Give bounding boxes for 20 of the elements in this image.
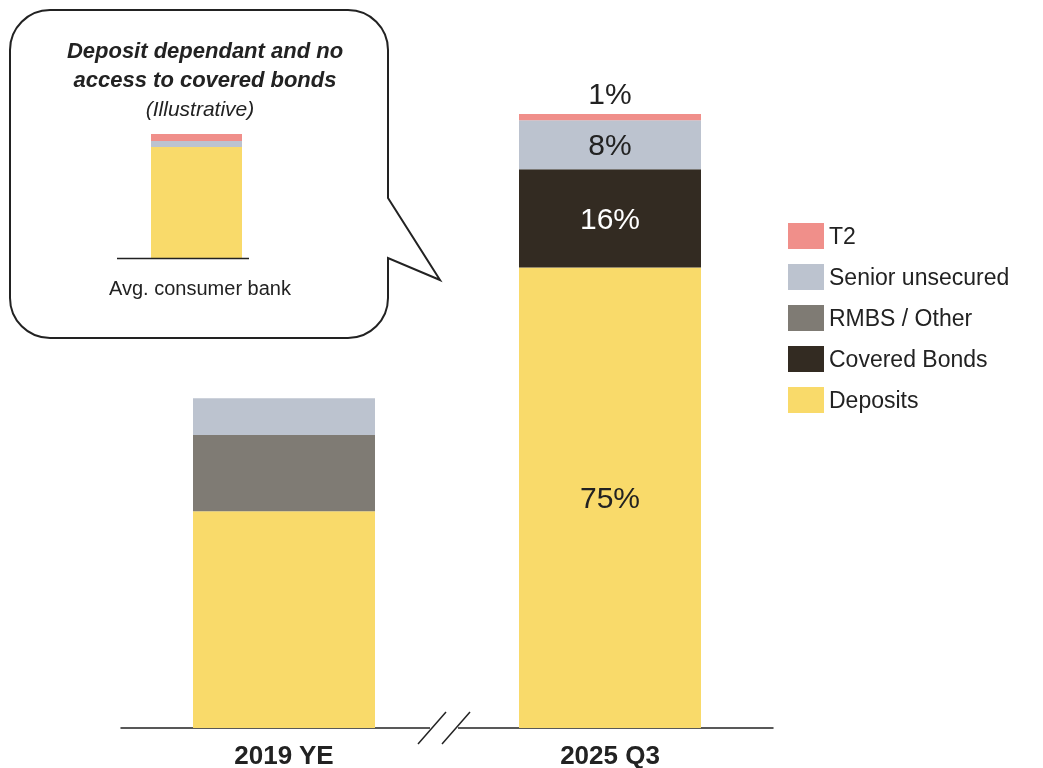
bar	[519, 169, 701, 268]
bar	[519, 114, 701, 121]
annotation: Avg. consumer bank	[108, 276, 292, 301]
annotation: (Illustrative)	[144, 97, 256, 121]
bar	[193, 398, 375, 436]
x-tick-label: 2019 YE	[234, 740, 334, 768]
bar	[193, 511, 375, 728]
data-label: 1%	[588, 76, 632, 110]
bar	[519, 267, 701, 728]
text: Deposit dependant and no access to covered bonds	[65, 37, 345, 94]
data-label: 8%	[588, 128, 632, 162]
legend-label: Covered Bonds	[829, 346, 988, 372]
legend-label: Deposits	[829, 387, 919, 413]
legend-label: Senior unsecured	[829, 264, 1010, 290]
data-label: 75%	[579, 481, 641, 515]
bar	[519, 120, 701, 170]
bar	[193, 435, 375, 512]
data-label: 16%	[579, 201, 641, 235]
legend-label: RMBS / Other	[829, 305, 973, 331]
legend-label: T2	[829, 223, 856, 249]
